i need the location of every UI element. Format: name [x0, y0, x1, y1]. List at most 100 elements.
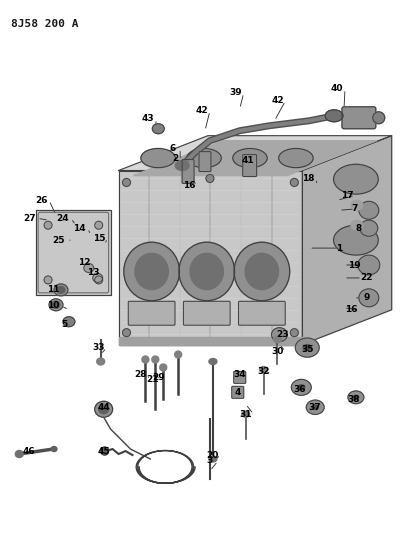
Ellipse shape: [206, 174, 214, 182]
Text: 34: 34: [233, 370, 246, 379]
Text: 8J58 200 A: 8J58 200 A: [11, 19, 79, 29]
Text: 9: 9: [364, 293, 370, 302]
FancyBboxPatch shape: [128, 301, 175, 325]
Text: 33: 33: [93, 343, 105, 352]
Text: 13: 13: [87, 269, 100, 278]
Ellipse shape: [175, 160, 189, 171]
Text: 21: 21: [146, 375, 158, 384]
Ellipse shape: [348, 391, 364, 403]
Ellipse shape: [290, 179, 298, 187]
Ellipse shape: [296, 338, 319, 357]
Ellipse shape: [44, 276, 52, 284]
Ellipse shape: [351, 200, 363, 211]
Text: 3: 3: [207, 456, 213, 465]
Ellipse shape: [273, 337, 282, 343]
Ellipse shape: [279, 149, 313, 168]
Text: 15: 15: [93, 233, 106, 243]
Ellipse shape: [351, 220, 363, 230]
FancyBboxPatch shape: [243, 155, 257, 176]
Ellipse shape: [234, 242, 290, 301]
Text: 35: 35: [301, 345, 314, 354]
Ellipse shape: [360, 220, 378, 236]
Ellipse shape: [359, 289, 379, 307]
FancyBboxPatch shape: [183, 301, 230, 325]
Ellipse shape: [84, 263, 94, 272]
Ellipse shape: [141, 149, 175, 168]
Ellipse shape: [57, 286, 65, 293]
Text: 16: 16: [345, 305, 357, 314]
FancyBboxPatch shape: [239, 301, 285, 325]
Text: 26: 26: [35, 196, 47, 205]
Text: 29: 29: [152, 373, 164, 382]
Polygon shape: [119, 136, 392, 171]
Ellipse shape: [209, 456, 217, 462]
Text: 41: 41: [241, 156, 254, 165]
Ellipse shape: [373, 112, 385, 124]
Text: 19: 19: [348, 261, 360, 270]
Polygon shape: [119, 171, 302, 345]
Text: 2: 2: [172, 154, 178, 163]
Ellipse shape: [95, 276, 103, 284]
Ellipse shape: [209, 359, 217, 365]
Ellipse shape: [303, 345, 312, 351]
Text: 18: 18: [302, 174, 314, 183]
Text: 45: 45: [97, 447, 110, 456]
Text: 28: 28: [134, 370, 147, 379]
Ellipse shape: [233, 149, 267, 168]
Text: 43: 43: [142, 114, 155, 123]
Text: 44: 44: [97, 403, 110, 412]
Text: 42: 42: [196, 106, 208, 115]
Text: 11: 11: [47, 285, 59, 294]
Text: 7: 7: [352, 204, 358, 213]
Ellipse shape: [135, 253, 168, 289]
Ellipse shape: [54, 284, 68, 296]
Ellipse shape: [124, 242, 179, 301]
Ellipse shape: [190, 253, 223, 289]
Text: 23: 23: [276, 330, 289, 339]
Text: 14: 14: [73, 224, 86, 233]
Text: 30: 30: [271, 347, 284, 356]
Polygon shape: [36, 211, 111, 295]
Ellipse shape: [49, 299, 63, 311]
Polygon shape: [302, 136, 392, 345]
Ellipse shape: [179, 242, 235, 301]
Ellipse shape: [175, 351, 182, 358]
Ellipse shape: [306, 400, 324, 415]
Text: 24: 24: [57, 214, 69, 223]
Ellipse shape: [358, 255, 380, 275]
Ellipse shape: [97, 358, 105, 365]
Ellipse shape: [93, 273, 103, 282]
Ellipse shape: [298, 385, 305, 390]
Ellipse shape: [245, 253, 279, 289]
Text: 1: 1: [336, 244, 342, 253]
Ellipse shape: [259, 367, 267, 373]
Ellipse shape: [101, 447, 109, 455]
Text: 22: 22: [360, 273, 373, 282]
Text: 36: 36: [293, 385, 306, 394]
Text: 20: 20: [207, 450, 219, 459]
Text: 39: 39: [229, 88, 242, 98]
Ellipse shape: [15, 450, 23, 457]
Ellipse shape: [123, 179, 130, 187]
Ellipse shape: [334, 164, 378, 194]
Text: 17: 17: [341, 191, 353, 200]
Text: 25: 25: [53, 236, 65, 245]
Text: 46: 46: [23, 447, 36, 456]
Text: 40: 40: [331, 84, 343, 93]
Ellipse shape: [152, 356, 159, 363]
Text: 31: 31: [239, 410, 252, 419]
Ellipse shape: [142, 356, 149, 363]
Text: 10: 10: [47, 301, 59, 310]
Ellipse shape: [63, 317, 75, 327]
Ellipse shape: [187, 149, 221, 168]
Ellipse shape: [44, 221, 52, 229]
Ellipse shape: [292, 379, 311, 395]
Ellipse shape: [95, 401, 113, 417]
Text: 4: 4: [235, 388, 241, 397]
FancyBboxPatch shape: [182, 159, 194, 183]
Ellipse shape: [290, 329, 298, 337]
Text: 37: 37: [308, 403, 320, 412]
Ellipse shape: [160, 364, 167, 371]
FancyBboxPatch shape: [234, 372, 246, 383]
FancyBboxPatch shape: [199, 151, 211, 172]
